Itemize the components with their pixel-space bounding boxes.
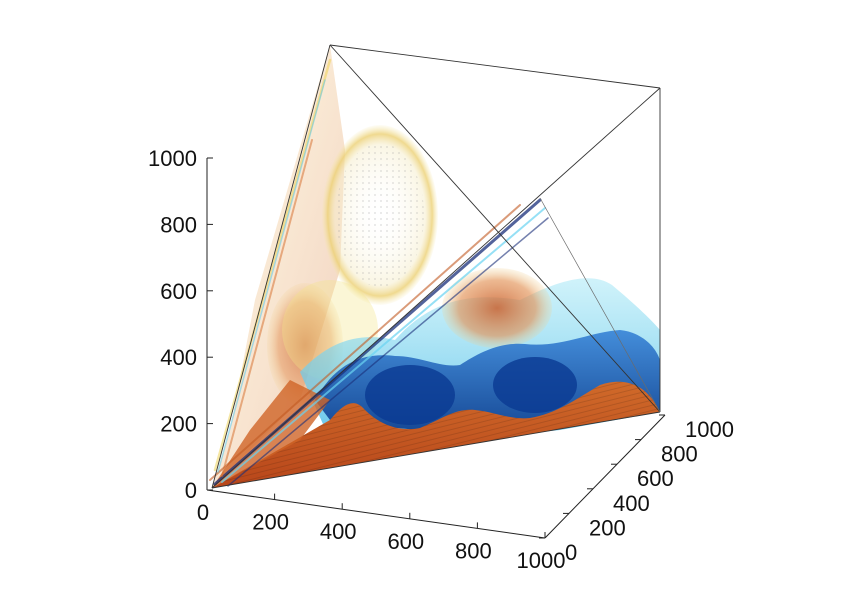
blue-dome-right [493,357,577,413]
x-axis: 0 200 400 600 800 1000 [197,484,566,573]
z-axis-tick-label: 400 [160,345,197,370]
y-axis-tick-label: 800 [661,442,698,467]
z-axis-tick-label: 0 [185,478,197,503]
edge-right-origin [211,87,661,489]
y-axis-tick-label: 1000 [685,417,734,442]
y-axis-tick-label: 0 [565,540,577,565]
x-axis-tick-label: 600 [387,529,424,554]
floor-stripes [212,381,660,488]
z-axis: 0 200 400 600 800 1000 [148,146,213,503]
y-axis-tick-label: 400 [613,491,650,516]
z-axis-tick-label: 200 [160,412,197,437]
edge-mid [539,197,661,413]
volume-rendering [209,45,660,488]
z-axis-tick-label: 1000 [148,146,197,171]
bounding-edges [211,44,661,489]
edge-apex-right [329,44,661,89]
upper-ring-dots [336,143,424,287]
edge-apex-origin [211,44,331,489]
y-axis-line [544,414,666,539]
diagonal-striations [209,58,549,487]
right-orange-blob [442,268,552,348]
z-axis-tick-label: 800 [160,212,197,237]
y-axis-tick-label: 200 [589,515,626,540]
x-axis-tick-label: 800 [455,538,492,563]
x-axis-tick-label: 200 [252,510,289,535]
z-axis-tick-label: 600 [160,279,197,304]
edge-apex-floor [329,44,661,413]
y-axis-tick-label: 600 [637,466,674,491]
edge-origin-floor [211,411,661,489]
x-axis-line [206,489,546,539]
x-axis-tick-label: 1000 [517,548,566,573]
blue-dome-left [365,365,455,425]
x-axis-tick-label: 0 [197,500,209,525]
x-axis-tick-label: 400 [320,519,357,544]
